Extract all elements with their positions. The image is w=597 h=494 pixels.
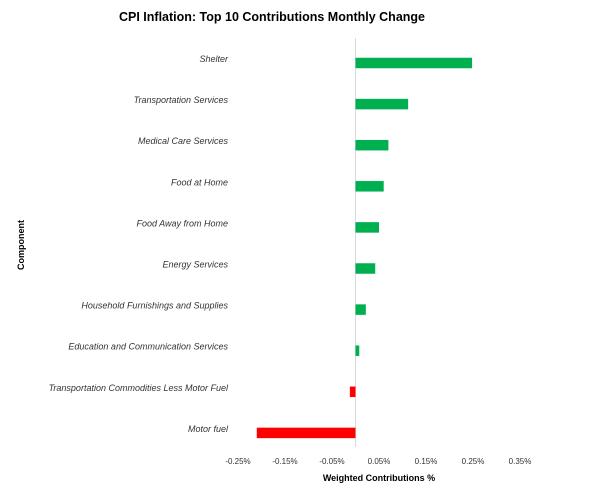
bar-motor-fuel — [256, 427, 356, 439]
category-label: Household Furnishings and Supplies — [81, 301, 228, 311]
bar-energy-services — [355, 263, 376, 274]
bar-shelter — [355, 57, 473, 69]
x-tick-label: -0.05% — [319, 457, 344, 466]
category-label: Transportation Services — [134, 95, 229, 105]
x-tick-label: 0.05% — [368, 457, 391, 466]
category-label: Education and Communication Services — [68, 342, 228, 352]
category-label: Food at Home — [171, 177, 228, 187]
bar-medical-care-services — [355, 139, 389, 151]
bar-transportation-services — [355, 98, 409, 110]
x-tick-label: 0.15% — [415, 457, 438, 466]
x-tick-label: 0.25% — [462, 457, 485, 466]
bars-group — [256, 57, 473, 439]
category-label: Shelter — [199, 54, 229, 64]
category-labels: Shelter Transportation Services Medical Ca… — [49, 54, 229, 434]
bar-food-away-from-home — [355, 222, 379, 233]
chart-title: CPI Inflation: Top 10 Contributions Mont… — [119, 10, 425, 24]
bar-food-at-home — [355, 181, 384, 192]
bar-education-and-communication-services — [355, 345, 360, 356]
category-label: Energy Services — [162, 260, 228, 270]
x-tick-labels: -0.25% -0.15% -0.05% 0.05% 0.15% 0.25% 0.35% — [225, 457, 531, 466]
y-axis-label: Component — [16, 220, 26, 270]
x-axis-label: Weighted Contributions % — [323, 473, 435, 483]
bar-transportation-commodities-less-motor-fuel — [349, 386, 356, 398]
category-label: Transportation Commodities Less Motor Fu… — [49, 383, 229, 393]
x-tick-label: -0.25% — [225, 457, 250, 466]
bar-household-furnishings-and-supplies — [355, 304, 366, 315]
x-tick-label: 0.35% — [509, 457, 532, 466]
category-label: Medical Care Services — [138, 136, 229, 146]
x-tick-label: -0.15% — [272, 457, 297, 466]
category-label: Motor fuel — [188, 424, 229, 434]
category-label: Food Away from Home — [136, 218, 228, 228]
